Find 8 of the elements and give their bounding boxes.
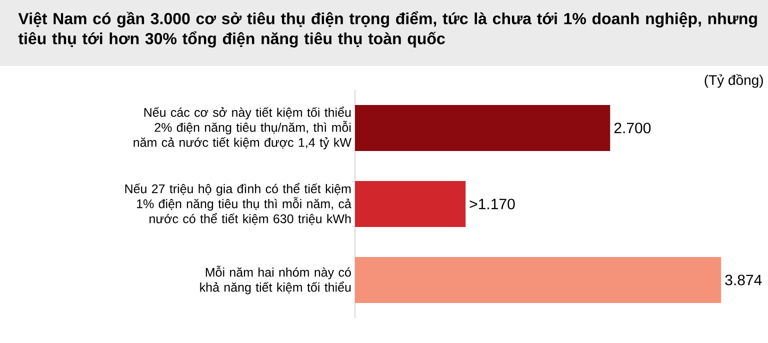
data-label: 3.874 [725, 274, 762, 286]
text: (Tỷ đồng) [704, 74, 763, 88]
y-tick-label: Nếu 27 triệu hộ gia đình có thể tiết kiệm 1% điện năng tiêu thụ thì mỗi năm, cả nước có thể tiết kiệm 630 triệu kWh [125, 183, 352, 225]
y-tick-label: Nếu các cơ sở này tiết kiệm tối thiểu 2% điện năng tiêu thụ/năm, thì mỗi năm cả nước tiết kiệm được 1,4 tỷ kW [134, 106, 352, 150]
data-label: 2.700 [614, 122, 651, 134]
chart-title: Việt Nam có gần 3.000 cơ sở tiêu thụ điện trọng điểm, tức là chưa tới 1% doanh nghiệp, nhưng tiêu thụ tới hơn 30% tổng điện năng tiêu thụ toàn quốc [18, 11, 757, 48]
y-tick-label: Mỗi năm hai nhóm này có khả năng tiết kiệm tối thiểu [200, 266, 351, 294]
data-label: >1.170 [470, 198, 515, 210]
